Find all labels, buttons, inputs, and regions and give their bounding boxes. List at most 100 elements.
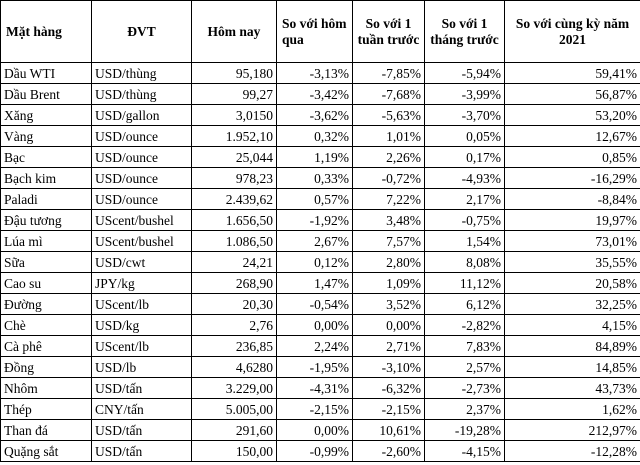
header-row: Mặt hàng ĐVT Hôm nay So với hôm qua So v… xyxy=(0,0,640,63)
cell-today: 1.952,10 xyxy=(191,125,277,147)
cell-item: Lúa mì xyxy=(0,230,92,252)
cell-item: Bạc xyxy=(0,146,92,168)
cell-unit: USD/lb xyxy=(91,356,192,378)
cell-vs-week: -2,60% xyxy=(352,440,425,462)
cell-vs-yesterday: 2,24% xyxy=(276,335,353,357)
cell-vs-week: -2,15% xyxy=(352,398,425,420)
cell-vs-yesterday: 0,00% xyxy=(276,419,353,441)
header-item: Mặt hàng xyxy=(0,0,92,63)
table-row: Xăng USD/gallon 3,0150 -3,62% -5,63% -3,70% 53… xyxy=(0,104,640,126)
cell-vs-year: 19,97% xyxy=(504,209,640,231)
table-row: Vàng USD/ounce 1.952,10 0,32% 1,01% 0,05% 12,6… xyxy=(0,125,640,147)
cell-vs-month: 2,57% xyxy=(424,356,505,378)
cell-item: Cà phê xyxy=(0,335,92,357)
table-row: Cà phê UScent/lb 236,85 2,24% 2,71% 7,83% 84,8… xyxy=(0,335,640,357)
table-row: Nhôm USD/tấn 3.229,00 -4,31% -6,32% -2,73% 43,… xyxy=(0,377,640,399)
cell-unit: USD/ounce xyxy=(91,188,192,210)
cell-vs-month: -3,70% xyxy=(424,104,505,126)
cell-vs-year: 59,41% xyxy=(504,62,640,84)
cell-vs-yesterday: 0,00% xyxy=(276,314,353,336)
cell-today: 95,180 xyxy=(191,62,277,84)
cell-vs-year: 4,15% xyxy=(504,314,640,336)
cell-vs-week: 2,80% xyxy=(352,251,425,273)
table-row: Đậu tương UScent/bushel 1.656,50 -1,92% 3,48… xyxy=(0,209,640,231)
cell-unit: CNY/tấn xyxy=(91,398,192,420)
cell-vs-yesterday: -1,92% xyxy=(276,209,353,231)
cell-vs-month: -4,93% xyxy=(424,167,505,189)
cell-unit: USD/kg xyxy=(91,314,192,336)
table-row: Đồng USD/lb 4,6280 -1,95% -3,10% 2,57% 14,85% xyxy=(0,356,640,378)
cell-vs-year: 84,89% xyxy=(504,335,640,357)
cell-vs-week: -0,72% xyxy=(352,167,425,189)
table-row: Đường UScent/lb 20,30 -0,54% 3,52% 6,12% 32,25… xyxy=(0,293,640,315)
cell-today: 1.656,50 xyxy=(191,209,277,231)
cell-item: Sữa xyxy=(0,251,92,273)
cell-vs-month: -3,99% xyxy=(424,83,505,105)
cell-vs-week: 10,61% xyxy=(352,419,425,441)
cell-vs-yesterday: -0,99% xyxy=(276,440,353,462)
cell-vs-month: 0,05% xyxy=(424,125,505,147)
cell-vs-yesterday: 1,19% xyxy=(276,146,353,168)
table-row: Thép CNY/tấn 5.005,00 -2,15% -2,15% 2,37% 1,62… xyxy=(0,398,640,420)
cell-today: 978,23 xyxy=(191,167,277,189)
cell-unit: USD/ounce xyxy=(91,125,192,147)
table-row: Dầu Brent USD/thùng 99,27 -3,42% -7,68% -3,99… xyxy=(0,83,640,105)
cell-unit: USD/thùng xyxy=(91,83,192,105)
cell-vs-week: 2,71% xyxy=(352,335,425,357)
cell-vs-yesterday: -0,54% xyxy=(276,293,353,315)
cell-vs-month: 1,54% xyxy=(424,230,505,252)
cell-unit: USD/cwt xyxy=(91,251,192,273)
cell-vs-month: 7,83% xyxy=(424,335,505,357)
cell-vs-month: 2,37% xyxy=(424,398,505,420)
cell-vs-week: 3,48% xyxy=(352,209,425,231)
cell-vs-year: 12,67% xyxy=(504,125,640,147)
cell-item: Đường xyxy=(0,293,92,315)
header-vs-yesterday: So với hôm qua xyxy=(276,0,353,63)
cell-vs-week: -6,32% xyxy=(352,377,425,399)
cell-today: 4,6280 xyxy=(191,356,277,378)
cell-today: 268,90 xyxy=(191,272,277,294)
table-row: Chè USD/kg 2,76 0,00% 0,00% -2,82% 4,15% xyxy=(0,314,640,336)
cell-unit: JPY/kg xyxy=(91,272,192,294)
header-vs-week: So với 1 tuần trước xyxy=(352,0,425,63)
cell-unit: USD/tấn xyxy=(91,440,192,462)
cell-item: Đậu tương xyxy=(0,209,92,231)
table-row: Bạc USD/ounce 25,044 1,19% 2,26% 0,17% 0,85% xyxy=(0,146,640,168)
cell-today: 3.229,00 xyxy=(191,377,277,399)
cell-vs-month: -5,94% xyxy=(424,62,505,84)
cell-vs-year: 14,85% xyxy=(504,356,640,378)
cell-item: Xăng xyxy=(0,104,92,126)
cell-unit: USD/thùng xyxy=(91,62,192,84)
cell-item: Dầu Brent xyxy=(0,83,92,105)
cell-unit: UScent/lb xyxy=(91,335,192,357)
cell-vs-week: -5,63% xyxy=(352,104,425,126)
cell-item: Nhôm xyxy=(0,377,92,399)
cell-vs-month: 8,08% xyxy=(424,251,505,273)
table-row: Paladi USD/ounce 2.439,62 0,57% 7,22% 2,17% -8… xyxy=(0,188,640,210)
cell-vs-month: 2,17% xyxy=(424,188,505,210)
cell-item: Paladi xyxy=(0,188,92,210)
cell-vs-month: 6,12% xyxy=(424,293,505,315)
cell-today: 25,044 xyxy=(191,146,277,168)
header-unit: ĐVT xyxy=(91,0,192,63)
cell-today: 20,30 xyxy=(191,293,277,315)
cell-vs-year: 212,97% xyxy=(504,419,640,441)
cell-vs-year: 0,85% xyxy=(504,146,640,168)
cell-vs-week: -7,68% xyxy=(352,83,425,105)
cell-vs-yesterday: 0,12% xyxy=(276,251,353,273)
table-body: Dầu WTI USD/thùng 95,180 -3,13% -7,85% -5,94%… xyxy=(0,62,640,462)
header-vs-month: So với 1 tháng trước xyxy=(424,0,505,63)
cell-vs-year: 35,55% xyxy=(504,251,640,273)
cell-vs-year: 53,20% xyxy=(504,104,640,126)
cell-vs-yesterday: -3,13% xyxy=(276,62,353,84)
cell-vs-week: 1,01% xyxy=(352,125,425,147)
cell-vs-week: 1,09% xyxy=(352,272,425,294)
cell-vs-yesterday: -1,95% xyxy=(276,356,353,378)
cell-vs-yesterday: 0,57% xyxy=(276,188,353,210)
cell-vs-year: -8,84% xyxy=(504,188,640,210)
cell-vs-month: 11,12% xyxy=(424,272,505,294)
cell-today: 236,85 xyxy=(191,335,277,357)
cell-vs-year: -16,29% xyxy=(504,167,640,189)
cell-vs-week: 2,26% xyxy=(352,146,425,168)
